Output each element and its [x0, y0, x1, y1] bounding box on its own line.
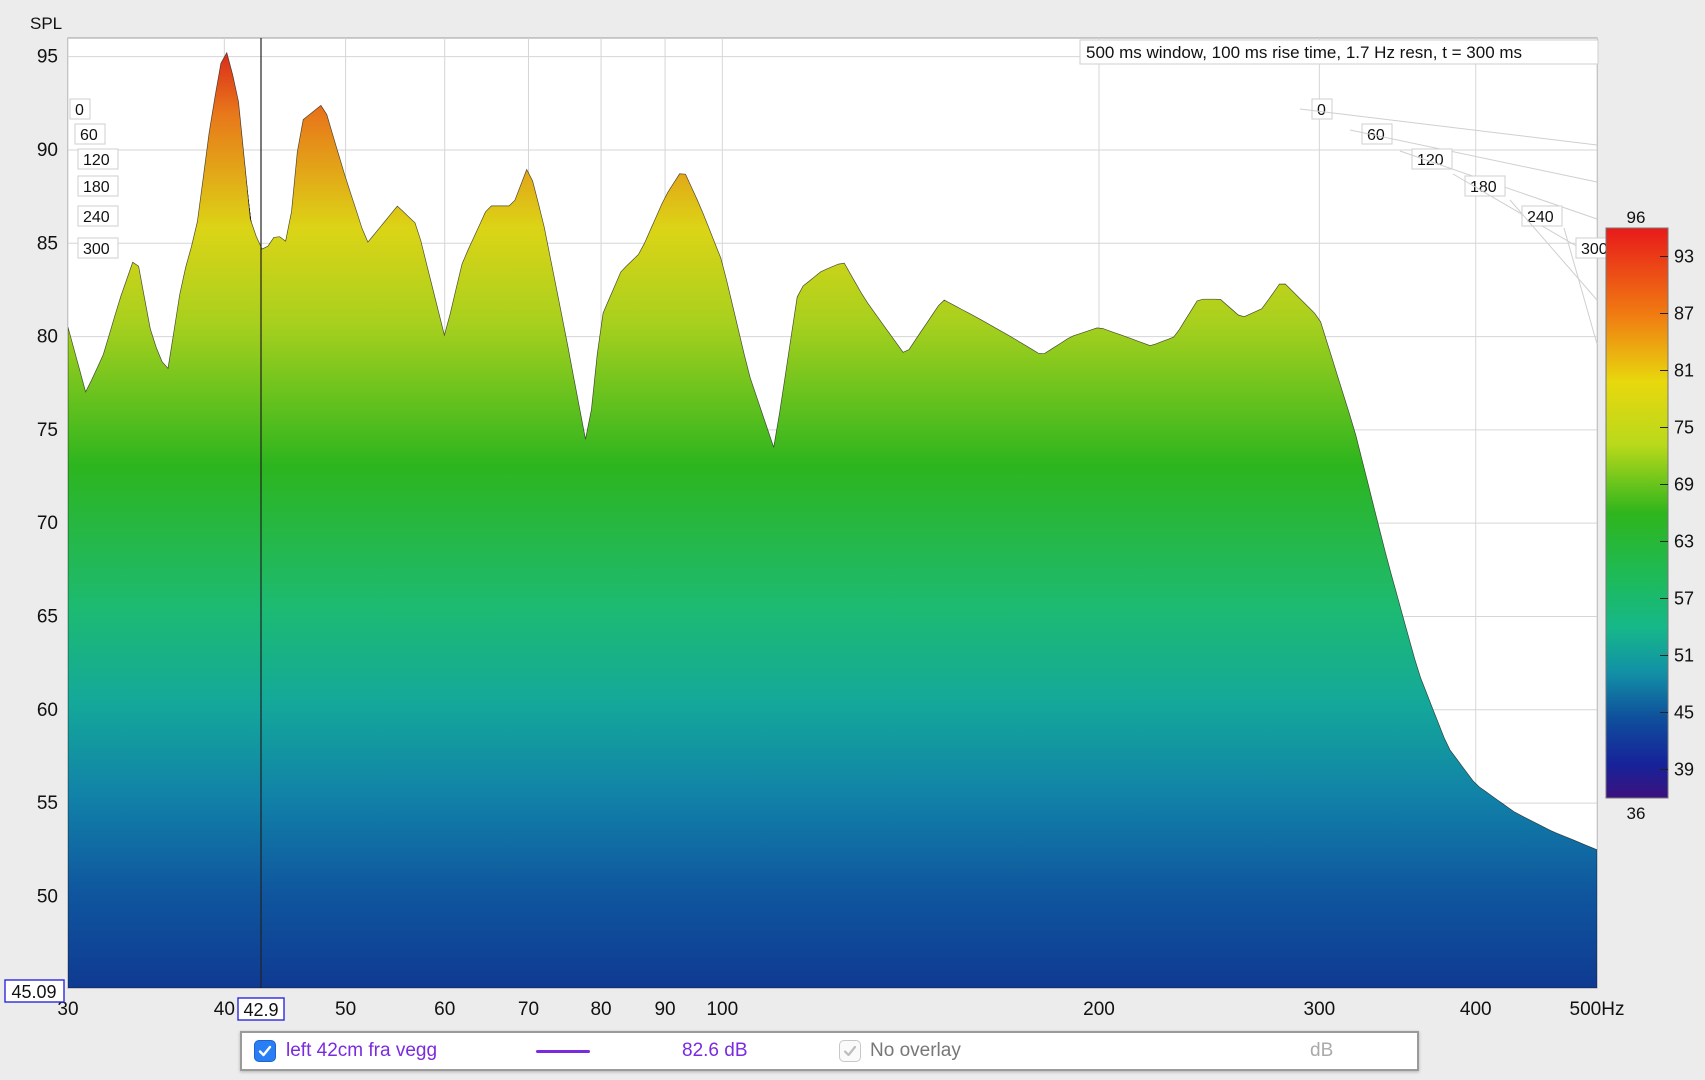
time-grid-line: [1509, 199, 1598, 301]
time-tick-label: 300: [1581, 241, 1608, 258]
x-tick-label: 50: [335, 999, 356, 1020]
x-tick-label: 30: [57, 999, 78, 1020]
color-scale-tick-label: 93: [1674, 247, 1694, 267]
checkmark-icon: [843, 1045, 857, 1057]
time-tick: 240: [77, 205, 119, 227]
color-scale: 96 36 93 87 81 75 69 63 57 51 45 39: [1605, 208, 1694, 823]
x-tick-label: 500Hz: [1570, 999, 1625, 1020]
x-tick-label: 100: [706, 999, 738, 1020]
x-tick-label: 200: [1083, 999, 1115, 1020]
x-tick-label: 80: [590, 999, 611, 1020]
time-grid-line: [1299, 108, 1598, 146]
color-scale-bar: [1605, 227, 1669, 799]
time-tick-box: [77, 205, 119, 227]
color-scale-tick-label: 81: [1674, 361, 1694, 381]
measurement-name[interactable]: left 42cm fra vegg: [286, 1040, 438, 1061]
time-tick: 180: [1464, 175, 1506, 197]
time-grid-line: [1349, 129, 1598, 183]
time-tick: 60: [74, 123, 106, 145]
y-tick-label: 80: [37, 327, 58, 348]
y-tick-label: 60: [37, 700, 58, 721]
color-scale-tick-label: 51: [1674, 646, 1694, 666]
time-tick: 0: [69, 98, 91, 120]
time-tick: 180: [77, 175, 119, 197]
y-axis: 95 90 85 80 75 70 65 60 55 50: [37, 47, 58, 908]
color-scale-tick-label: 63: [1674, 532, 1694, 552]
y-tick-label: 90: [37, 140, 58, 161]
y-tick-label: 95: [37, 47, 58, 68]
chart-title: 500 ms window, 100 ms rise time, 1.7 Hz …: [1086, 43, 1522, 62]
time-tick-label: 240: [1527, 209, 1554, 226]
cursor-x-label: 42.9: [243, 1000, 278, 1020]
waterfall-surface: [68, 51, 1597, 988]
y-tick-label: 75: [37, 420, 58, 441]
time-tick-label: 120: [83, 152, 110, 169]
time-tick-label: 0: [1317, 102, 1326, 119]
color-scale-max: 96: [1627, 208, 1646, 227]
time-tick-box: [1311, 98, 1333, 120]
time-tick: 120: [1411, 148, 1453, 170]
time-tick-label: 300: [83, 241, 110, 258]
time-tick-label: 180: [1470, 179, 1497, 196]
measurement-value: 82.6 dB: [682, 1040, 748, 1061]
x-tick-label: 90: [654, 999, 675, 1020]
checkmark-icon: [258, 1045, 272, 1057]
time-tick-box: [69, 98, 91, 120]
time-tick: 0: [1311, 98, 1333, 120]
x-axis: 30 40 50 60 70 80 90 100 200 300 400 500Hz: [57, 999, 1624, 1020]
cursor-x-readout: 42.9: [237, 997, 285, 1021]
x-tick-label: 70: [518, 999, 539, 1020]
cursor-y-label: 45.09: [11, 982, 56, 1002]
y-tick-label: 55: [37, 793, 58, 814]
time-tick-label: 60: [80, 127, 98, 144]
time-tick-label: 0: [75, 102, 84, 119]
x-tick-label: 40: [214, 999, 235, 1020]
time-tick-box: [77, 148, 119, 170]
color-scale-tick-label: 45: [1674, 703, 1694, 723]
color-scale-tick-label: 69: [1674, 475, 1694, 495]
time-tick-box: [77, 237, 119, 259]
y-tick-label: 65: [37, 606, 58, 627]
color-scale-min: 36: [1627, 804, 1646, 823]
color-scale-tick-label: 87: [1674, 304, 1694, 324]
waterfall-slice: [68, 51, 1597, 988]
overlay-unit: dB: [1310, 1040, 1334, 1061]
time-tick-box: [1361, 123, 1393, 145]
time-tick-box: [77, 175, 119, 197]
measurement-line-swatch: [536, 1050, 590, 1053]
time-tick-box: [1411, 148, 1453, 170]
cursor-y-readout: 45.09: [4, 979, 65, 1003]
time-grid-line: [1563, 227, 1598, 345]
time-tick-box: [1521, 205, 1563, 227]
y-axis-title: SPL: [30, 14, 62, 33]
y-tick-label: 85: [37, 233, 58, 254]
y-tick-label: 70: [37, 513, 58, 534]
time-tick: 240: [1521, 205, 1563, 227]
time-tick: 300: [77, 237, 119, 259]
x-tick-label: 300: [1304, 999, 1336, 1020]
x-tick-label: 60: [434, 999, 455, 1020]
overlay-checkbox[interactable]: [839, 1040, 861, 1062]
measurement-checkbox[interactable]: [254, 1040, 276, 1062]
time-tick-label: 120: [1417, 152, 1444, 169]
time-tick-label: 240: [83, 209, 110, 226]
time-tick-box: [74, 123, 106, 145]
color-scale-tick-label: 75: [1674, 418, 1694, 438]
time-tick: 120: [77, 148, 119, 170]
legend-bar: left 42cm fra vegg 82.6 dB No overlay dB: [240, 1031, 1419, 1071]
color-scale-tick-label: 39: [1674, 760, 1694, 780]
time-tick-label: 180: [83, 179, 110, 196]
overlay-label: No overlay: [870, 1040, 961, 1061]
time-tick: 60: [1361, 123, 1393, 145]
time-tick-box: [1464, 175, 1506, 197]
color-scale-tick-label: 57: [1674, 589, 1694, 609]
y-tick-label: 50: [37, 886, 58, 907]
x-tick-label: 400: [1460, 999, 1492, 1020]
chart-title-box: 500 ms window, 100 ms rise time, 1.7 Hz …: [1079, 39, 1599, 65]
